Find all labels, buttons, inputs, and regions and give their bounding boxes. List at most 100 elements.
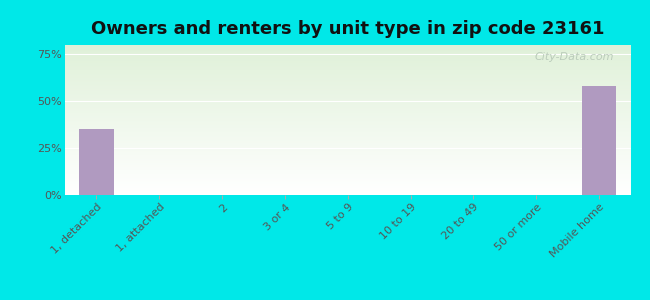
Bar bbox=[65, 151, 630, 152]
Bar bbox=[65, 49, 630, 50]
Bar bbox=[65, 94, 630, 95]
Bar bbox=[65, 118, 630, 119]
Bar bbox=[65, 60, 630, 61]
Bar bbox=[65, 136, 630, 137]
Bar bbox=[65, 92, 630, 93]
Bar bbox=[65, 166, 630, 167]
Bar bbox=[65, 137, 630, 138]
Bar bbox=[65, 132, 630, 133]
Bar bbox=[65, 116, 630, 117]
Bar bbox=[65, 50, 630, 51]
Bar bbox=[65, 191, 630, 192]
Bar bbox=[65, 122, 630, 123]
Bar bbox=[65, 83, 630, 84]
Bar bbox=[65, 174, 630, 175]
Bar bbox=[65, 126, 630, 127]
Bar bbox=[65, 81, 630, 82]
Bar bbox=[65, 111, 630, 112]
Bar bbox=[65, 65, 630, 66]
Bar bbox=[65, 135, 630, 136]
Bar bbox=[65, 120, 630, 121]
Bar bbox=[65, 164, 630, 165]
Bar bbox=[65, 147, 630, 148]
Bar bbox=[65, 96, 630, 97]
Bar bbox=[582, 86, 616, 195]
Bar bbox=[65, 152, 630, 153]
Bar bbox=[65, 90, 630, 91]
Bar bbox=[65, 107, 630, 108]
Bar bbox=[65, 91, 630, 92]
Bar bbox=[65, 165, 630, 166]
Bar bbox=[65, 93, 630, 94]
Bar bbox=[65, 153, 630, 154]
Bar bbox=[65, 113, 630, 114]
Bar bbox=[65, 89, 630, 90]
Title: Owners and renters by unit type in zip code 23161: Owners and renters by unit type in zip c… bbox=[91, 20, 604, 38]
Bar bbox=[65, 181, 630, 182]
Bar bbox=[65, 67, 630, 68]
Bar bbox=[65, 82, 630, 83]
Bar bbox=[65, 160, 630, 161]
Bar bbox=[65, 163, 630, 164]
Bar bbox=[65, 121, 630, 122]
Bar bbox=[65, 138, 630, 139]
Bar bbox=[65, 58, 630, 59]
Bar bbox=[65, 47, 630, 48]
Bar bbox=[65, 176, 630, 177]
Bar bbox=[65, 75, 630, 76]
Bar bbox=[65, 85, 630, 86]
Bar bbox=[65, 97, 630, 98]
Bar bbox=[65, 76, 630, 77]
Bar bbox=[65, 187, 630, 188]
Bar bbox=[65, 77, 630, 78]
Bar bbox=[65, 179, 630, 180]
Bar bbox=[65, 149, 630, 150]
Bar bbox=[65, 188, 630, 189]
Bar bbox=[65, 63, 630, 64]
Bar bbox=[65, 106, 630, 107]
Bar bbox=[65, 169, 630, 170]
Bar bbox=[65, 145, 630, 146]
Bar bbox=[65, 72, 630, 73]
Bar bbox=[65, 148, 630, 149]
Bar bbox=[65, 127, 630, 128]
Bar bbox=[65, 57, 630, 58]
Bar bbox=[65, 141, 630, 142]
Bar bbox=[65, 66, 630, 67]
Bar bbox=[65, 100, 630, 101]
Bar bbox=[65, 143, 630, 144]
Bar bbox=[65, 125, 630, 126]
Bar bbox=[65, 144, 630, 145]
Bar bbox=[65, 117, 630, 118]
Bar bbox=[65, 82, 630, 83]
Bar bbox=[65, 194, 630, 195]
Bar bbox=[65, 171, 630, 172]
Bar bbox=[65, 140, 630, 141]
Bar bbox=[65, 159, 630, 160]
Bar bbox=[65, 61, 630, 62]
Bar bbox=[65, 128, 630, 129]
Bar bbox=[65, 129, 630, 130]
Bar bbox=[65, 108, 630, 109]
Bar bbox=[65, 56, 630, 57]
Bar bbox=[65, 64, 630, 65]
Bar bbox=[65, 74, 630, 75]
Bar bbox=[65, 114, 630, 115]
Bar bbox=[65, 192, 630, 193]
Bar bbox=[65, 51, 630, 52]
Bar bbox=[65, 185, 630, 186]
Bar bbox=[65, 182, 630, 183]
Bar bbox=[65, 118, 630, 119]
Bar bbox=[65, 109, 630, 110]
Bar bbox=[65, 156, 630, 157]
Bar bbox=[65, 99, 630, 100]
Bar bbox=[65, 146, 630, 147]
Bar bbox=[65, 48, 630, 49]
Bar bbox=[65, 103, 630, 104]
Bar bbox=[65, 62, 630, 63]
Bar bbox=[65, 190, 630, 191]
Bar bbox=[65, 180, 630, 181]
Bar bbox=[65, 102, 630, 103]
Bar bbox=[65, 78, 630, 79]
Bar bbox=[65, 154, 630, 155]
